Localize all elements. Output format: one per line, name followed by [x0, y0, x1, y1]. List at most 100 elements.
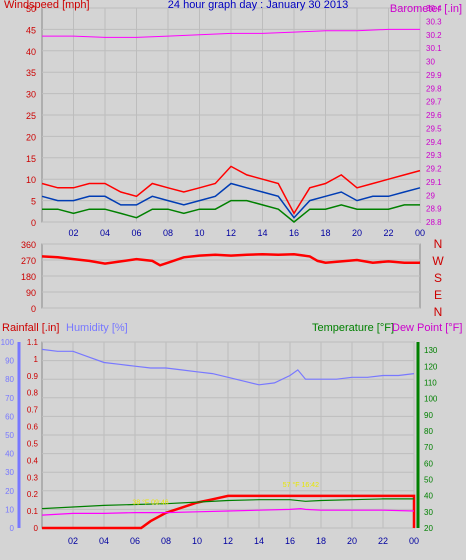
rainfall-y-tick-label: 0.6	[27, 423, 39, 432]
humidity-y-tick-label: 0	[10, 524, 15, 533]
windspeed-y-tick-label: 0	[31, 218, 36, 228]
windspeed-series	[41, 28, 421, 223]
compass-label: N	[434, 237, 443, 251]
temperature-y-ticks: 20 30 40 50 60 70 80 90 100 110 120 130	[424, 346, 438, 533]
rainfall-y-ticks: 0 0.1 0.2 0.3 0.4 0.5 0.6 0.7 0.8 0.9 1 1.1	[27, 338, 39, 533]
chart-title: 24 hour graph day : January 30 2013	[168, 0, 348, 11]
temperature-y-tick-label: 110	[424, 378, 437, 387]
rainfall-y-tick-label: 1	[34, 355, 39, 364]
windspeed-x-tick-label: 08	[163, 228, 173, 238]
temperature-y-tick-label: 40	[424, 492, 433, 501]
humidity-y-tick-label: 10	[5, 505, 14, 514]
temperature-x-tick-label: 08	[161, 536, 171, 546]
windspeed-y-ticks: 0 5 10 15 20 25 30 35 40 45 50	[26, 4, 36, 228]
windspeed-y-tick-label: 35	[26, 68, 36, 78]
temperature-x-tick-label: 18	[316, 536, 326, 546]
barometer-y-tick-label: 28.8	[426, 218, 442, 227]
barometer-y-tick-label: 30.2	[426, 31, 442, 40]
windspeed-x-ticks: 02 04 06 08 10 12 14 16 18 20 22 00	[68, 228, 425, 238]
rainfall-y-tick-label: 0.8	[27, 389, 39, 398]
windspeed-y-tick-label: 5	[31, 197, 36, 207]
windspeed-x-tick-label: 00	[415, 228, 425, 238]
temperature-y-tick-label: 30	[424, 508, 433, 517]
barometer-y-tick-label: 30.3	[426, 17, 442, 26]
compass-label: W	[432, 254, 444, 268]
windspeed-x-tick-label: 02	[68, 228, 78, 238]
humidity-y-ticks: 0 10 20 30 40 50 60 70 80 90 100	[1, 338, 15, 533]
temperature-x-tick-label: 00	[409, 536, 419, 546]
compass-label: N	[434, 305, 443, 319]
wind-direction-y-tick-label: 180	[21, 272, 36, 282]
windspeed-x-tick-label: 18	[320, 228, 330, 238]
compass-label: E	[434, 288, 442, 302]
temperature-y-tick-label: 70	[424, 443, 433, 452]
temperature-x-tick-label: 14	[254, 536, 264, 546]
barometer-y-tick-label: 29.6	[426, 111, 442, 120]
rainfall-y-tick-label: 0.1	[27, 507, 39, 516]
windspeed-x-tick-label: 14	[257, 228, 267, 238]
barometer-y-tick-label: 29	[426, 191, 435, 200]
windspeed-y-tick-label: 20	[26, 132, 36, 142]
wind-direction-y-ticks: 0 90 180 270 360	[21, 240, 36, 314]
temperature-y-tick-label: 20	[424, 524, 433, 533]
gust-line	[41, 165, 421, 215]
humidity-line	[41, 348, 415, 386]
rainfall-y-tick-label: 0.4	[27, 456, 39, 465]
rainfall-y-tick-label: 0.9	[27, 372, 39, 381]
humidity-y-tick-label: 20	[5, 487, 14, 496]
temperature-y-tick-label: 130	[424, 346, 438, 355]
windspeed-x-tick-label: 20	[352, 228, 362, 238]
temperature-x-tick-label: 04	[99, 536, 109, 546]
barometer-y-tick-label: 29.9	[426, 71, 442, 80]
dewpoint-line	[41, 507, 415, 516]
windspeed-x-tick-label: 22	[383, 228, 393, 238]
barometer-y-tick-label: 29.8	[426, 84, 442, 93]
rainfall-y-tick-label: 0.5	[27, 439, 39, 448]
windspeed-y-tick-label: 50	[26, 4, 36, 14]
temperature-x-tick-label: 02	[68, 536, 78, 546]
windspeed-y-tick-label: 45	[26, 25, 36, 35]
windspeed-x-tick-label: 06	[131, 228, 141, 238]
humidity-axis-label: Humidity [%]	[66, 322, 128, 334]
windspeed-y-tick-label: 40	[26, 47, 36, 57]
windspeed-panel: 02 04 06 08 10 12 14 16 18 20 22 00 0 5 10 15 20 25 30 35 4…	[4, 0, 462, 238]
humidity-y-tick-label: 70	[5, 394, 14, 403]
temperature-y-tick-label: 60	[424, 459, 433, 468]
rainfall-axis-label: Rainfall [.in]	[2, 322, 59, 334]
temperature-y-tick-label: 120	[424, 362, 438, 371]
temperature-x-tick-label: 16	[285, 536, 295, 546]
windspeed-y-tick-label: 30	[26, 90, 36, 100]
wind-direction-y-tick-label: 360	[21, 240, 36, 250]
humidity-y-tick-label: 30	[5, 468, 14, 477]
wind-direction-series	[41, 253, 420, 267]
rainfall-y-tick-label: 0.7	[27, 406, 39, 415]
windspeed-x-tick-label: 16	[289, 228, 299, 238]
humidity-y-tick-label: 50	[5, 431, 14, 440]
temperature-annotation: 57 °F 16:42	[283, 481, 319, 489]
temperature-panel: 02 04 06 08 10 12 14 16 18 20 22 00 010203040506070…	[1, 322, 463, 546]
windspeed-y-tick-label: 25	[26, 111, 36, 121]
humidity-y-tick-label: 80	[5, 375, 14, 384]
temperature-x-ticks: 02 04 06 08 10 12 14 16 18 20 22 00	[68, 536, 419, 546]
rainfall-y-tick-label: 0	[34, 524, 39, 533]
windspeed-y-tick-label: 15	[26, 154, 36, 164]
rainfall-y-tick-label: 1.1	[27, 338, 39, 347]
barometer-axis-label: Barometer [.in]	[390, 3, 462, 15]
windspeed-x-tick-label: 12	[226, 228, 236, 238]
temperature-x-tick-label: 10	[192, 536, 202, 546]
temperature-annotations: 38 °F 09:46 57 °F 16:42	[132, 481, 319, 507]
rainfall-y-tick-label: 0.2	[27, 490, 39, 499]
temperature-series	[41, 348, 416, 530]
dewpoint-axis-label: Dew Point [°F]	[392, 322, 462, 334]
barometer-y-tick-label: 29.3	[426, 151, 442, 160]
temperature-x-tick-label: 06	[130, 536, 140, 546]
compass-label: S	[434, 271, 442, 285]
temperature-axis-label: Temperature [°F]	[312, 322, 394, 334]
temperature-x-tick-label: 20	[347, 536, 357, 546]
barometer-line	[42, 28, 420, 38]
rain-line	[42, 494, 416, 530]
barometer-y-tick-label: 30.1	[426, 44, 442, 53]
